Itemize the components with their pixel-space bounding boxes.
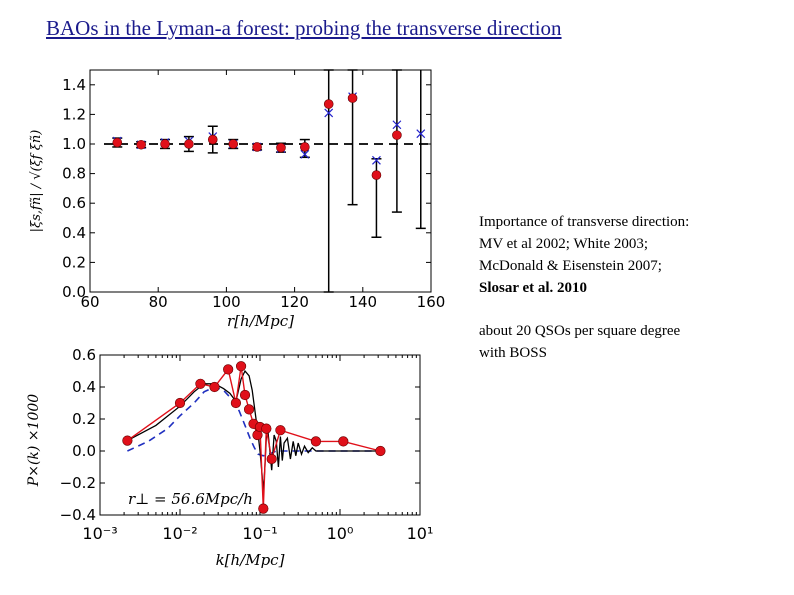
- cross-stroke: [300, 149, 310, 159]
- bottom-data-point: [243, 404, 255, 415]
- top-y-tick-label: 0.0: [62, 283, 86, 301]
- note-line: McDonald & Eisenstein 2007;: [479, 258, 662, 274]
- top-y-tick-label: 0.8: [62, 165, 86, 183]
- bottom-data-point: [174, 397, 186, 409]
- cross-stroke: [392, 120, 402, 130]
- top-y-tick-label: 1.0: [62, 135, 86, 153]
- top-model-point: [372, 155, 381, 165]
- bottom-x-tick-label: 10⁻²: [162, 524, 197, 543]
- top-y-tick-label: 0.6: [62, 194, 86, 212]
- bottom-y-axis-label: P×(k) ×1000: [26, 394, 42, 487]
- top-chart: 60 80 100 120 140 160 0.0 0.2 0.4 0.6 0.8 1.0 1.2 1.4…: [29, 69, 446, 330]
- bottom-data-point: [310, 436, 322, 447]
- note-line: with BOSS: [479, 345, 547, 361]
- bottom-data-point: [375, 445, 386, 457]
- top-data-point: [136, 139, 146, 150]
- note-reference: Slosar et al. 2010: [479, 280, 588, 296]
- top-x-tick-label: 100: [212, 293, 241, 311]
- bottom-data-point: [209, 381, 220, 393]
- cross-stroke: [324, 108, 334, 118]
- slide-title: BAOs in the Lyman-a forest: probing the …: [46, 16, 562, 40]
- top-data-point: [112, 137, 123, 148]
- top-x-axis-label: r[h/Mpc]: [227, 312, 294, 330]
- top-data-point: [207, 134, 218, 145]
- bottom-x-tick-label: 10¹: [407, 524, 434, 543]
- top-x-tick-label: 140: [348, 293, 377, 311]
- bottom-data-point: [338, 436, 349, 447]
- top-model-point: [392, 120, 402, 130]
- top-data-point: [300, 142, 310, 152]
- cross-stroke: [416, 129, 426, 139]
- top-y-tick-label: 1.4: [62, 76, 86, 94]
- top-y-tick-label: 0.4: [62, 224, 86, 242]
- top-x-tick-label: 120: [280, 293, 309, 311]
- bottom-y-tick-label: −0.4: [60, 506, 96, 524]
- top-x-tick-label: 60: [80, 293, 99, 311]
- bottom-data-point: [195, 378, 206, 389]
- bottom-y-tick-label: 0.6: [72, 346, 96, 364]
- bottom-data-point: [122, 435, 133, 446]
- bottom-data-point: [230, 397, 242, 409]
- top-y-axis-label: |ξs,fñ| / √(ξf ξñ): [29, 130, 44, 233]
- bottom-data-point: [266, 453, 277, 465]
- bottom-data-point: [235, 361, 247, 372]
- top-data-point: [184, 139, 194, 149]
- top-x-tick-label: 160: [417, 293, 446, 311]
- bottom-x-tick-label: 10⁻³: [82, 524, 117, 543]
- bottom-data-point: [275, 425, 286, 436]
- bottom-y-tick-label: −0.2: [60, 474, 96, 492]
- bottom-x-axis-label: k[h/Mpc]: [216, 551, 285, 569]
- note-line: MV et al 2002; White 2003;: [479, 236, 649, 252]
- bottom-x-tick-label: 10⁻¹: [242, 524, 277, 543]
- top-model-point: [416, 129, 426, 139]
- bottom-data-point: [239, 389, 251, 401]
- top-data-point: [392, 130, 402, 140]
- bottom-y-tick-label: 0.2: [72, 410, 96, 428]
- top-data-point: [371, 170, 382, 180]
- bottom-y-tick-label: 0.4: [72, 378, 96, 396]
- bottom-chart: 10⁻³ 10⁻² 10⁻¹ 10⁰ 10¹ −0.4 −0.2 0.0 0.2 0.4 0.6 k[…: [26, 346, 433, 569]
- top-data-point: [323, 99, 334, 109]
- bottom-data-point: [223, 364, 234, 375]
- top-model-point: [324, 108, 334, 118]
- bottom-data-point: [258, 503, 269, 514]
- top-data-point: [228, 139, 239, 149]
- cross-stroke: [372, 155, 381, 165]
- top-data-point: [160, 139, 170, 149]
- top-data-point: [276, 142, 286, 153]
- top-plot-frame: [89, 69, 432, 293]
- slide-notes: Importance of transverse direction: MV e…: [479, 211, 779, 364]
- top-x-tick-label: 80: [149, 293, 168, 311]
- bottom-x-tick-label: 10⁰: [327, 524, 354, 543]
- bottom-y-tick-label: 0.0: [72, 442, 96, 460]
- top-y-tick-label: 0.2: [62, 253, 86, 271]
- bottom-data-point: [261, 423, 272, 434]
- top-data-point: [347, 93, 358, 103]
- bottom-annotation: r⊥ = 56.6Mpc/h: [128, 490, 253, 508]
- top-model-point: [300, 149, 310, 159]
- top-data-point: [252, 142, 262, 152]
- smooth-model-line: [127, 386, 381, 457]
- note-line: Importance of transverse direction:: [479, 214, 690, 230]
- note-line: about 20 QSOs per square degree: [479, 323, 681, 339]
- top-y-tick-label: 1.2: [62, 105, 86, 123]
